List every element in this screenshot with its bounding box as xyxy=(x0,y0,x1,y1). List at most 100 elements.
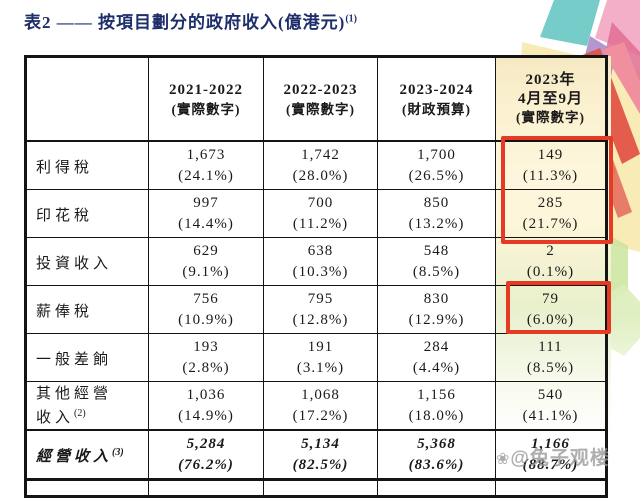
header-year: 2021-2022 xyxy=(169,81,243,98)
cell-value: 2 xyxy=(546,242,555,259)
cell-value: 111 xyxy=(538,338,563,355)
cell: 2 (0.1%) xyxy=(495,237,607,286)
cell-empty xyxy=(377,479,496,497)
cell: 830 (12.9%) xyxy=(377,285,496,334)
cell-value: 540 xyxy=(537,386,564,403)
cell: 284 (4.4%) xyxy=(377,333,496,382)
header-2023-2024: 2023-2024 (財政預算) xyxy=(377,56,496,142)
header-2021-2022: 2021-2022 (實際數字) xyxy=(148,56,264,142)
cell: 1,700 (26.5%) xyxy=(377,140,496,190)
cell: 795 (12.8%) xyxy=(263,285,378,334)
cell-percent: (4.4%) xyxy=(412,359,461,376)
row-label-cell: 一般差餉 xyxy=(25,333,149,382)
cell-value: 193 xyxy=(193,338,219,355)
cell-percent: (9.1%) xyxy=(182,263,230,280)
cell: 1,166 (88.7%) xyxy=(495,429,607,481)
page-title: 表2 —— 按項目劃分的政府收入(億港元)(1) xyxy=(24,8,357,33)
cell: 193 (2.8%) xyxy=(148,333,264,382)
cell-percent: (82.5%) xyxy=(292,456,349,473)
row-label: 一般差餉 xyxy=(36,351,113,368)
row-label-cell: 薪俸稅 xyxy=(25,285,149,334)
row-label-cell: 印花稅 xyxy=(25,189,149,238)
cell-value: 285 xyxy=(537,194,564,211)
cell-value: 1,156 xyxy=(417,386,456,403)
cell-value: 548 xyxy=(423,242,450,259)
cell-value: 629 xyxy=(193,242,219,259)
cell: 1,156 (18.0%) xyxy=(377,381,496,431)
row-label-cell: 投資收入 xyxy=(25,237,149,286)
table-row-other-operating-revenue: 其他經營收入(2) 1,036 (14.9%) 1,068 (17.2%) 1,15… xyxy=(25,381,607,431)
row-label: 投資收入 xyxy=(36,255,113,272)
cell: 850 (13.2%) xyxy=(377,189,496,238)
cell-value: 638 xyxy=(307,242,334,259)
cell-highlighted: 79 (6.0%) xyxy=(495,285,607,334)
cell-value: 850 xyxy=(423,194,450,211)
cell: 700 (11.2%) xyxy=(263,189,378,238)
row-label: 薪俸稅 xyxy=(36,303,94,320)
cell-percent: (2.8%) xyxy=(182,359,230,376)
cell-empty xyxy=(263,479,378,497)
cell-value: 149 xyxy=(537,146,564,163)
cell-percent: (10.9%) xyxy=(178,311,234,328)
cell: 191 (3.1%) xyxy=(263,333,378,382)
table-row-stamp-duty: 印花稅 997 (14.4%) 700 (11.2%) 850 (13.2%) 285… xyxy=(25,189,607,238)
header-note: (實際數字) xyxy=(171,101,241,117)
watermark: ❀@兔子观楼 xyxy=(496,443,610,470)
cell: 1,036 (14.9%) xyxy=(148,381,264,431)
cell-value: 284 xyxy=(423,338,450,355)
cell-percent: (13.2%) xyxy=(408,215,465,232)
cell-percent: (3.1%) xyxy=(296,359,345,376)
cell-empty xyxy=(495,479,607,497)
header-note: (實際數字) xyxy=(286,101,355,117)
header-year: 2022-2023 xyxy=(283,81,358,98)
cell-value: 700 xyxy=(307,194,334,211)
cell-percent: (26.5%) xyxy=(408,167,465,184)
table-row-cut-off xyxy=(25,479,607,497)
row-label: 經營收入(3) xyxy=(36,446,124,465)
cell-percent: (24.1%) xyxy=(178,167,234,184)
cell-value: 191 xyxy=(307,338,334,355)
cell-empty xyxy=(25,479,149,497)
table-row-investment-income: 投資收入 629 (9.1%) 638 (10.3%) 548 (8.5%) 2 (0.… xyxy=(25,237,607,286)
cell-percent: (41.1%) xyxy=(522,407,579,424)
page-title-superscript: (1) xyxy=(345,13,357,25)
cell: 5,134 (82.5%) xyxy=(263,429,378,481)
cell: 997 (14.4%) xyxy=(148,189,264,238)
highlight-box-profits-stamp xyxy=(501,136,613,244)
cell-percent: (11.3%) xyxy=(522,167,579,184)
cell-value: 5,134 xyxy=(301,435,340,452)
table-row-general-rates: 一般差餉 193 (2.8%) 191 (3.1%) 284 (4.4%) 111 (8… xyxy=(25,333,607,382)
cell-percent: (10.3%) xyxy=(292,263,349,280)
header-period: 4月至9月 xyxy=(517,91,583,107)
cell-percent: (14.9%) xyxy=(178,407,234,424)
cell-percent: (0.1%) xyxy=(526,263,575,280)
cell-percent: (8.5%) xyxy=(412,263,461,280)
header-note: (財政預算) xyxy=(402,101,471,117)
cell-value: 1,700 xyxy=(417,146,456,163)
cell-value: 830 xyxy=(423,290,450,307)
header-note: (實際數字) xyxy=(516,110,585,125)
header-year: 2023-2024 xyxy=(399,81,474,98)
cell-percent: (14.4%) xyxy=(178,215,234,232)
cell: 1,068 (17.2%) xyxy=(263,381,378,431)
header-2022-2023: 2022-2023 (實際數字) xyxy=(263,56,378,142)
table-row-profits-tax: 利得稅 1,673 (24.1%) 1,742 (28.0%) 1,700 (26.5… xyxy=(25,140,607,190)
cell-empty xyxy=(148,479,264,497)
watermark-text: @兔子观楼 xyxy=(510,448,610,469)
cell-value: 1,166 xyxy=(531,435,570,452)
cell-percent: (17.2%) xyxy=(292,407,349,424)
cell: 540 (41.1%) xyxy=(495,381,607,431)
cell-value: 756 xyxy=(193,290,219,307)
cell-percent: (76.2%) xyxy=(178,456,234,473)
cell: 1,673 (24.1%) xyxy=(148,140,264,190)
row-label-cell: 經營收入(3) xyxy=(25,429,149,481)
table-header-row: 2021-2022 (實際數字) 2022-2023 (實際數字) 2023-2… xyxy=(25,56,607,142)
row-label-cell: 其他經營收入(2) xyxy=(25,381,149,431)
cell-value: 1,742 xyxy=(301,146,340,163)
row-label: 其他經營收入(2) xyxy=(36,385,113,426)
cell: 111 (8.5%) xyxy=(495,333,607,382)
cell-percent: (83.6%) xyxy=(408,456,465,473)
cell: 638 (10.3%) xyxy=(263,237,378,286)
header-empty-cell xyxy=(25,56,149,142)
cell-value: 1,673 xyxy=(186,146,226,163)
